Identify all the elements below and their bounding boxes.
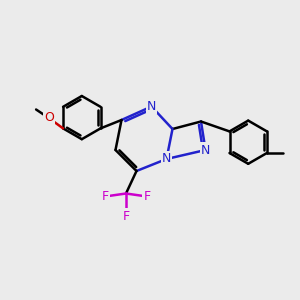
Text: F: F: [101, 190, 109, 203]
Text: O: O: [44, 111, 54, 124]
Text: N: N: [162, 152, 171, 166]
Text: F: F: [143, 190, 151, 203]
Text: F: F: [122, 209, 130, 223]
Text: N: N: [147, 100, 156, 113]
Text: N: N: [201, 143, 210, 157]
